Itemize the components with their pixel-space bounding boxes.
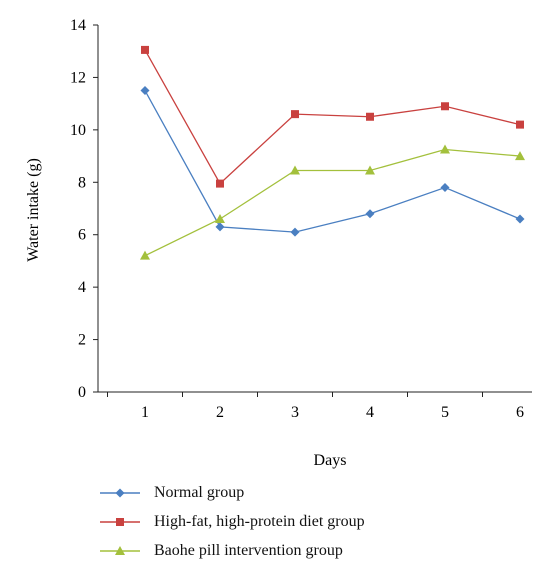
data-point (215, 213, 225, 223)
y-tick-label: 4 (78, 279, 86, 296)
y-axis-label: Water intake (g) (25, 158, 42, 262)
data-point (440, 183, 450, 193)
data-point (216, 179, 224, 188)
y-tick-label: 8 (78, 174, 86, 191)
data-point (365, 209, 375, 219)
x-tick-label: 5 (441, 404, 449, 421)
x-tick-label: 3 (291, 404, 299, 421)
data-point (291, 110, 299, 119)
y-tick-label: 2 (78, 332, 86, 349)
series-line (144, 49, 521, 185)
x-tick-label: 1 (141, 404, 149, 421)
x-tick-label: 4 (366, 404, 374, 421)
legend-triangle-icon (100, 545, 140, 555)
legend: Normal group High-fat, high-protein diet… (100, 478, 365, 565)
data-point (140, 86, 150, 96)
data-point (515, 214, 525, 224)
data-point (366, 112, 374, 121)
y-tick-label: 0 (78, 384, 86, 401)
data-point (290, 165, 300, 175)
series-layer (140, 45, 525, 260)
legend-square-icon (100, 517, 140, 526)
y-tick-label: 14 (70, 17, 86, 34)
legend-item-baohe: Baohe pill intervention group (100, 536, 365, 565)
data-point (290, 227, 300, 237)
data-point (141, 45, 149, 54)
series-0 (140, 86, 525, 237)
legend-diamond-icon (100, 488, 140, 497)
data-point (440, 144, 450, 154)
legend-marker (116, 517, 124, 526)
legend-marker (115, 545, 125, 555)
y-tick-label: 6 (78, 227, 86, 244)
legend-item-normal: Normal group (100, 478, 365, 507)
x-tick-label: 2 (216, 404, 224, 421)
y-tick-label: 10 (70, 122, 86, 139)
series-line (144, 148, 521, 257)
legend-label: Normal group (154, 483, 245, 501)
series-line (144, 90, 521, 233)
data-point (441, 102, 449, 111)
legend-marker (115, 488, 125, 497)
x-axis-label: Days (314, 452, 347, 469)
data-point (515, 151, 525, 161)
legend-label: High-fat, high-protein diet group (154, 512, 365, 530)
data-point (365, 165, 375, 175)
legend-label: Baohe pill intervention group (154, 541, 343, 559)
legend-item-high-fat: High-fat, high-protein diet group (100, 507, 365, 536)
data-point (140, 250, 150, 260)
y-tick-label: 12 (70, 69, 86, 86)
data-point (516, 120, 524, 129)
series-2 (140, 144, 525, 260)
series-1 (141, 45, 524, 188)
x-tick-label: 6 (516, 404, 524, 421)
data-point (215, 222, 225, 232)
